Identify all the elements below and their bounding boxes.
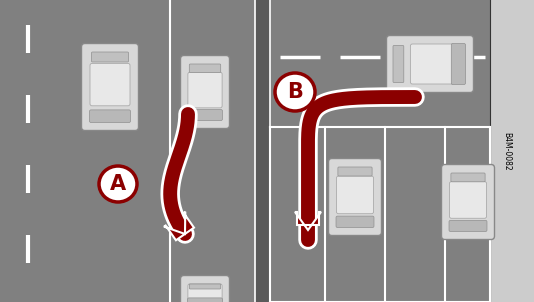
FancyBboxPatch shape	[180, 275, 230, 302]
FancyBboxPatch shape	[90, 63, 130, 106]
Ellipse shape	[275, 73, 315, 111]
FancyBboxPatch shape	[91, 52, 129, 62]
FancyBboxPatch shape	[188, 284, 222, 302]
FancyBboxPatch shape	[336, 216, 374, 227]
FancyBboxPatch shape	[442, 165, 494, 239]
FancyBboxPatch shape	[82, 43, 138, 130]
FancyBboxPatch shape	[450, 182, 486, 218]
FancyArrow shape	[164, 212, 194, 240]
Bar	[490, 0, 534, 302]
FancyBboxPatch shape	[336, 176, 374, 214]
FancyBboxPatch shape	[411, 44, 454, 84]
FancyBboxPatch shape	[393, 46, 404, 82]
Text: B: B	[287, 82, 303, 102]
FancyBboxPatch shape	[187, 298, 223, 302]
FancyBboxPatch shape	[180, 56, 230, 128]
FancyBboxPatch shape	[188, 72, 222, 108]
FancyBboxPatch shape	[387, 36, 474, 92]
FancyBboxPatch shape	[328, 159, 381, 236]
FancyBboxPatch shape	[449, 220, 487, 232]
FancyArrow shape	[295, 212, 321, 230]
FancyBboxPatch shape	[338, 167, 372, 176]
Ellipse shape	[99, 166, 137, 202]
FancyBboxPatch shape	[189, 64, 221, 72]
Bar	[255, 0, 270, 302]
FancyBboxPatch shape	[187, 110, 223, 120]
Text: A: A	[110, 174, 126, 194]
FancyBboxPatch shape	[451, 173, 485, 182]
FancyBboxPatch shape	[189, 284, 221, 289]
FancyBboxPatch shape	[451, 43, 466, 85]
Text: B4M-0082: B4M-0082	[502, 132, 512, 170]
FancyBboxPatch shape	[90, 110, 130, 123]
